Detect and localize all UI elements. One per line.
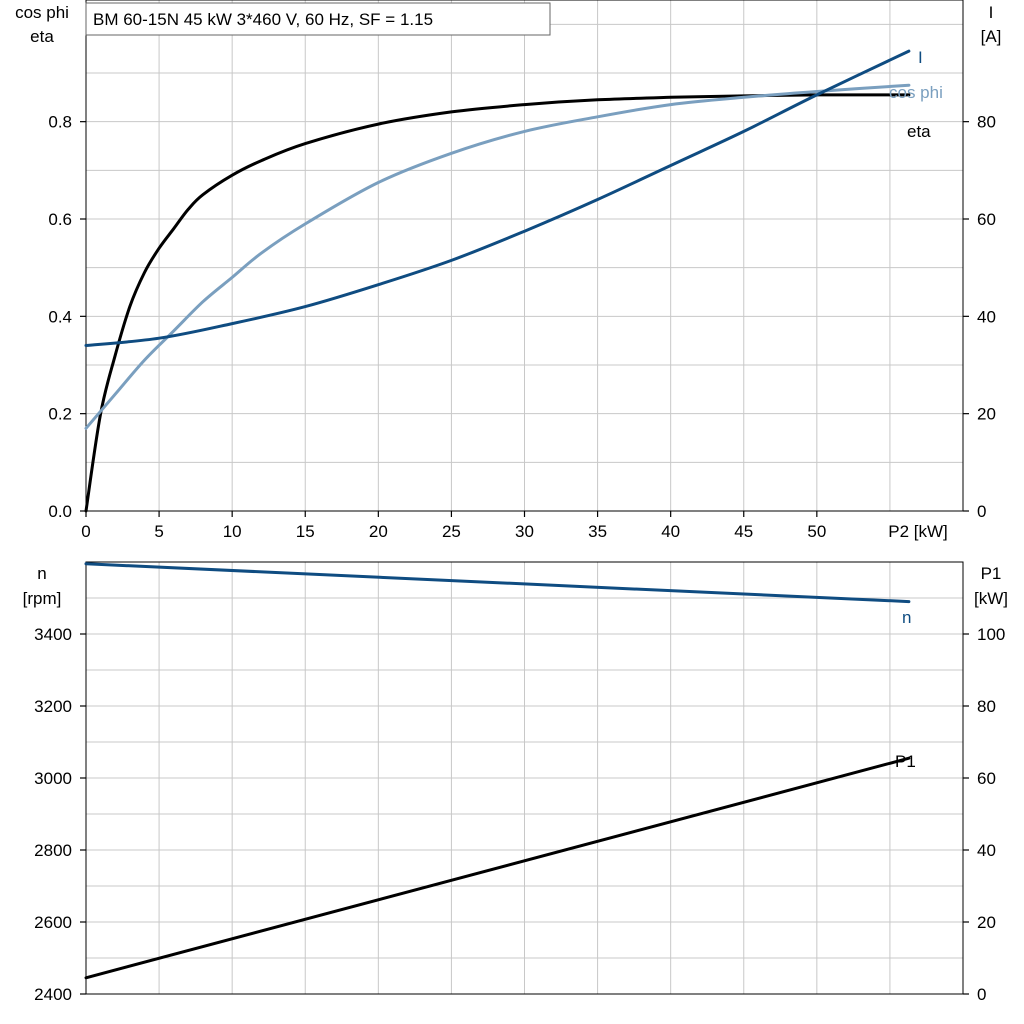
x-axis-tick-label: 40 <box>661 522 680 541</box>
x-axis-tick-label: 15 <box>296 522 315 541</box>
left-axis-tick-label: 0.6 <box>48 210 72 229</box>
right-axis-tick-label: 0 <box>977 502 986 521</box>
series-line-n <box>84 562 911 604</box>
series-label-eta: eta <box>907 122 931 141</box>
left-axis-label-line-2: [rpm] <box>23 589 62 608</box>
x-axis-tick-label: 45 <box>734 522 753 541</box>
right-axis-label-line-2: [kW] <box>974 589 1008 608</box>
series-label-cos-phi: cos phi <box>889 83 943 102</box>
series-label-i: I <box>918 48 923 67</box>
left-axis-tick-label: 0.2 <box>48 405 72 424</box>
left-axis-tick-label: 2400 <box>34 985 72 1004</box>
left-axis-label-line-1: cos phi <box>15 3 69 22</box>
right-axis-tick-label: 80 <box>977 113 996 132</box>
top-chart-panel: 0.0 0.2 0.4 0.6 0.8 0 20 40 60 80 cos phi eta I [A] 0 5… <box>15 0 1001 541</box>
x-axis-tick-label: 0 <box>81 522 90 541</box>
right-axis-tick-label: 40 <box>977 307 996 326</box>
x-axis-tick-label: 35 <box>588 522 607 541</box>
left-axis-tick-label: 3400 <box>34 625 72 644</box>
right-axis-label-line-2: [A] <box>981 27 1002 46</box>
x-axis-tick-label: 10 <box>223 522 242 541</box>
series-line-cos-phi <box>84 83 911 430</box>
series-label-n: n <box>902 608 911 627</box>
right-axis-tick-label: 60 <box>977 769 996 788</box>
left-axis-tick-label: 3000 <box>34 769 72 788</box>
right-axis-tick-label: 20 <box>977 913 996 932</box>
x-axis-tick-label: 30 <box>515 522 534 541</box>
series-line-p1 <box>84 756 911 980</box>
right-axis-tick-label: 40 <box>977 841 996 860</box>
chart-title: BM 60-15N 45 kW 3*460 V, 60 Hz, SF = 1.1… <box>93 10 433 29</box>
right-axis-label-line-1: I <box>989 3 994 22</box>
series-label-p1: P1 <box>895 752 916 771</box>
x-axis-tick-label: 25 <box>442 522 461 541</box>
left-axis-tick-label: 0.0 <box>48 502 72 521</box>
x-axis-tick-label: 5 <box>154 522 163 541</box>
left-axis-tick-label: 2800 <box>34 841 72 860</box>
left-axis-tick-label: 0.8 <box>48 113 72 132</box>
x-axis-tick-label: 50 <box>807 522 826 541</box>
right-axis-tick-label: 80 <box>977 697 996 716</box>
left-axis-tick-label: 3200 <box>34 697 72 716</box>
right-axis-tick-label: 100 <box>977 625 1005 644</box>
left-axis-tick-label: 0.4 <box>48 307 72 326</box>
x-axis-tick-label: 20 <box>369 522 388 541</box>
left-axis-tick-label: 2600 <box>34 913 72 932</box>
right-axis-label-line-1: P1 <box>981 564 1002 583</box>
right-axis-tick-label: 60 <box>977 210 996 229</box>
series-line-eta <box>84 93 911 513</box>
series-line-i <box>84 49 911 347</box>
right-axis-tick-label: 0 <box>977 985 986 1004</box>
left-axis-label-line-1: n <box>37 564 46 583</box>
bottom-chart-panel: 2400 2600 2800 3000 3200 3400 0 20 40 60 80 100 n [rp… <box>23 561 1008 1004</box>
left-axis-label-line-2: eta <box>30 27 54 46</box>
x-axis-label: P2 [kW] <box>888 522 948 541</box>
right-axis-tick-label: 20 <box>977 405 996 424</box>
chart-title-box: BM 60-15N 45 kW 3*460 V, 60 Hz, SF = 1.1… <box>85 2 551 36</box>
